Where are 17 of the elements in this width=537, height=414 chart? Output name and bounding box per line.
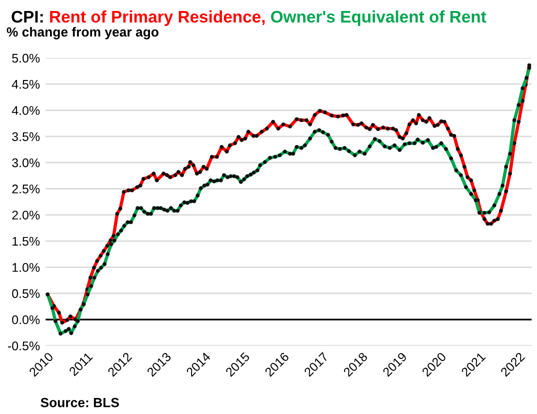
- y-tick-label: 0.0%: [12, 315, 40, 324]
- chart-subtitle: % change from year ago: [6, 26, 158, 40]
- y-tick-label: 1.5%: [12, 236, 40, 246]
- y-tick-label: 4.5%: [12, 80, 40, 89]
- y-tick-label: 1.0%: [12, 263, 40, 272]
- y-tick-label: 0.5%: [12, 289, 40, 298]
- y-tick-label: 5.0%: [12, 54, 40, 63]
- y-tick-label: -0.5%: [8, 341, 40, 350]
- source-note: Source: BLS: [40, 398, 119, 408]
- y-tick-label: 3.5%: [12, 132, 40, 142]
- chart-title: CPI:: [12, 10, 43, 23]
- y-tick-label: 2.5%: [12, 184, 40, 194]
- y-tick-label: 2.0%: [12, 210, 40, 220]
- text: Owner's Equivalent of Rent: [271, 10, 486, 26]
- text: Rent of Primary Residence,: [50, 10, 265, 26]
- y-tick-label: 4.0%: [12, 106, 40, 115]
- y-tick-label: 3.0%: [12, 158, 40, 168]
